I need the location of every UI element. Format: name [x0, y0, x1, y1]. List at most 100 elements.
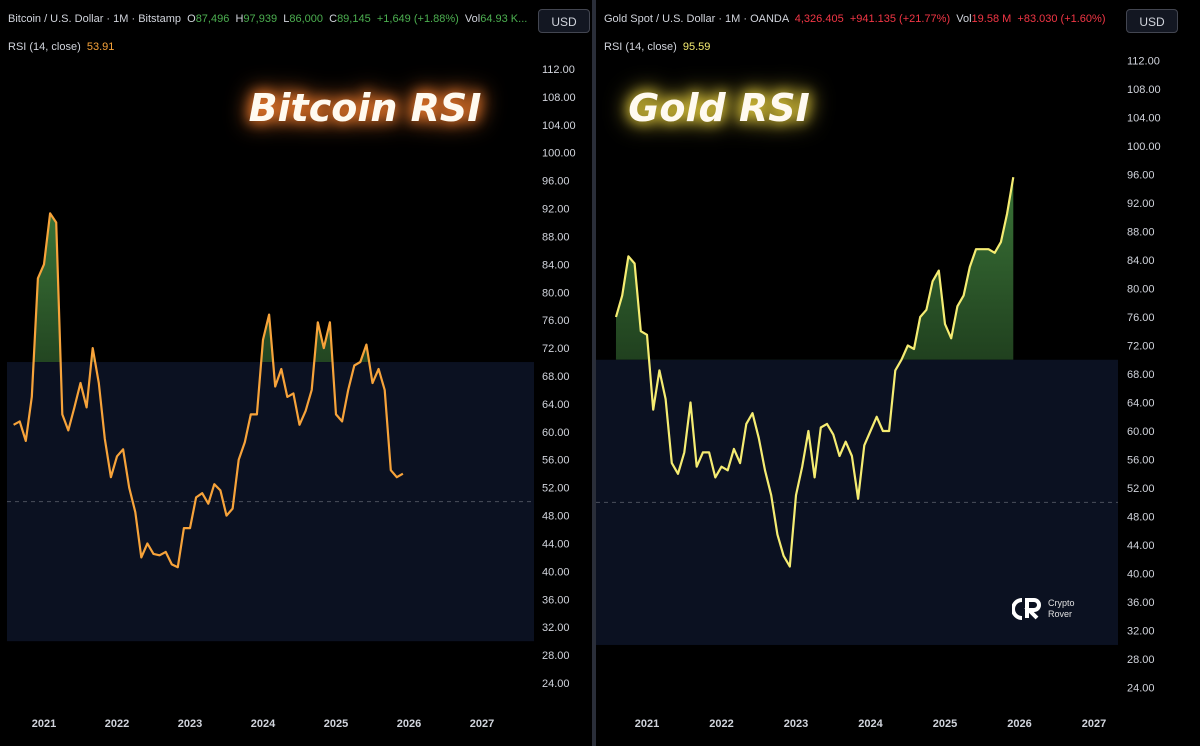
btc-y-tick: 28.00 [542, 650, 570, 662]
btc-x-tick: 2023 [178, 718, 202, 730]
crypto-rover-logo-icon [1012, 598, 1041, 620]
gold-rsi-chart: 112.00 108.00 104.00 100.00 96.00 92.00 88.00 8… [596, 55, 1161, 730]
btc-symbol-header: Bitcoin / U.S. Dollar · 1M · Bitstamp O8… [8, 13, 527, 25]
btc-y-tick: 36.00 [542, 594, 570, 606]
btc-vol-label: Vol [464, 13, 481, 25]
btc-y-tick: 96.00 [542, 176, 570, 188]
gold-symbol[interactable]: Gold Spot / U.S. Dollar · 1M · OANDA [604, 13, 789, 25]
btc-x-tick: 2027 [470, 718, 494, 730]
crypto-rover-watermark: Crypto Rover [1048, 598, 1075, 620]
btc-indicator-label: RSI (14, close) [8, 41, 81, 53]
gold-indicator-value: 95.59 [682, 41, 711, 53]
gold-y-tick: 72.00 [1127, 340, 1155, 352]
gold-y-tick: 56.00 [1127, 455, 1155, 467]
gold-x-tick: 2021 [635, 718, 659, 730]
gold-y-tick: 112.00 [1127, 55, 1160, 67]
btc-y-tick: 108.00 [542, 92, 576, 104]
watermark-line-2: Rover [1048, 609, 1073, 619]
gold-vol-change: +83.030 (+1.60%) [1017, 13, 1106, 25]
gold-vol-label: Vol [956, 13, 972, 25]
btc-y-tick: 32.00 [542, 622, 570, 634]
btc-open-label: O [187, 13, 196, 25]
btc-x-tick: 2024 [251, 718, 276, 730]
gold-y-tick: 52.00 [1127, 483, 1155, 495]
gold-y-tick: 44.00 [1127, 540, 1155, 552]
btc-y-tick: 76.00 [542, 315, 570, 327]
btc-x-tick: 2021 [32, 718, 56, 730]
gold-y-tick: 68.00 [1127, 369, 1155, 381]
gold-price: 4,326.405 [794, 13, 844, 25]
btc-y-tick: 72.00 [542, 343, 570, 355]
btc-symbol[interactable]: Bitcoin / U.S. Dollar · 1M · Bitstamp [8, 13, 181, 25]
btc-y-tick: 84.00 [542, 259, 570, 271]
gold-y-tick: 24.00 [1127, 683, 1155, 695]
btc-close-value: 89,145 [337, 13, 371, 25]
btc-x-tick: 2026 [397, 718, 421, 730]
watermark-line-1: Crypto [1048, 598, 1075, 608]
gold-x-tick: 2025 [933, 718, 957, 730]
btc-open-value: 87,496 [195, 13, 230, 25]
gold-overlay-title: Gold RSI [628, 86, 810, 130]
gold-y-tick: 92.00 [1127, 198, 1155, 210]
gold-y-tick: 108.00 [1127, 84, 1161, 96]
gold-indicator-legend[interactable]: RSI (14, close) 95.59 [604, 41, 710, 53]
btc-high-value: 97,939 [243, 13, 278, 25]
gold-y-tick: 48.00 [1127, 512, 1155, 524]
gold-symbol-header: Gold Spot / U.S. Dollar · 1M · OANDA 4,3… [604, 13, 1106, 25]
gold-x-tick: 2024 [858, 718, 883, 730]
gold-y-tick: 100.00 [1127, 141, 1161, 153]
gold-y-tick: 32.00 [1127, 626, 1155, 638]
gold-y-tick: 80.00 [1127, 283, 1155, 295]
btc-vol-value: 64.93 K... [480, 13, 528, 25]
btc-close-label: C [329, 13, 338, 25]
gold-change: +941.135 (+21.77%) [849, 13, 951, 25]
btc-high-label: H [235, 13, 244, 25]
gold-y-tick: 84.00 [1127, 255, 1155, 267]
btc-y-tick: 64.00 [542, 399, 570, 411]
gold-overbought-fill [615, 177, 1014, 360]
btc-low-value: 86,000 [289, 13, 323, 25]
btc-currency-button[interactable]: USD [538, 9, 590, 33]
btc-y-tick: 68.00 [542, 371, 570, 383]
btc-indicator-legend[interactable]: RSI (14, close) 53.91 [8, 41, 114, 53]
btc-chart-panel: 112.00 108.00 104.00 100.00 96.00 92.00 88.00 8… [0, 0, 592, 746]
btc-low-label: L [283, 13, 290, 25]
gold-y-tick: 88.00 [1127, 226, 1155, 238]
btc-y-tick: 92.00 [542, 204, 570, 216]
btc-x-tick: 2022 [105, 718, 129, 730]
panel-divider[interactable] [592, 0, 596, 746]
btc-x-tick: 2025 [324, 718, 348, 730]
btc-y-tick: 48.00 [542, 511, 570, 523]
gold-x-tick: 2022 [709, 718, 733, 730]
gold-y-tick: 28.00 [1127, 654, 1155, 666]
btc-y-tick: 88.00 [542, 231, 570, 243]
gold-x-tick: 2026 [1007, 718, 1031, 730]
gold-y-tick: 64.00 [1127, 398, 1155, 410]
btc-y-tick: 40.00 [542, 566, 570, 578]
btc-rsi-chart: 112.00 108.00 104.00 100.00 96.00 92.00 88.00 8… [7, 64, 576, 730]
btc-y-tick: 44.00 [542, 538, 570, 550]
gold-y-tick: 36.00 [1127, 597, 1155, 609]
gold-vol-value: 19.58 M [971, 13, 1012, 25]
btc-rsi-line [13, 212, 404, 569]
btc-overbought-fill [13, 213, 403, 363]
gold-chart-panel: 112.00 108.00 104.00 100.00 96.00 92.00 88.00 8… [596, 0, 1200, 746]
btc-y-tick: 60.00 [542, 427, 570, 439]
btc-y-tick: 104.00 [542, 120, 576, 132]
gold-x-tick: 2023 [784, 718, 808, 730]
gold-rsi-line [614, 177, 1015, 568]
gold-x-tick: 2027 [1082, 718, 1106, 730]
gold-y-tick: 40.00 [1127, 569, 1155, 581]
btc-y-tick: 56.00 [542, 455, 570, 467]
gold-currency-button[interactable]: USD [1126, 9, 1178, 33]
gold-indicator-label: RSI (14, close) [604, 41, 677, 53]
gold-y-tick: 96.00 [1127, 169, 1155, 181]
btc-y-tick: 80.00 [542, 287, 570, 299]
btc-y-tick: 24.00 [542, 678, 570, 690]
btc-y-tick: 112.00 [542, 64, 575, 76]
btc-overlay-title: Bitcoin RSI [249, 86, 482, 130]
btc-y-tick: 52.00 [542, 483, 570, 495]
gold-y-tick: 60.00 [1127, 426, 1155, 438]
btc-rsi-band [7, 362, 534, 642]
btc-change: +1,649 (+1.88%) [376, 13, 459, 25]
